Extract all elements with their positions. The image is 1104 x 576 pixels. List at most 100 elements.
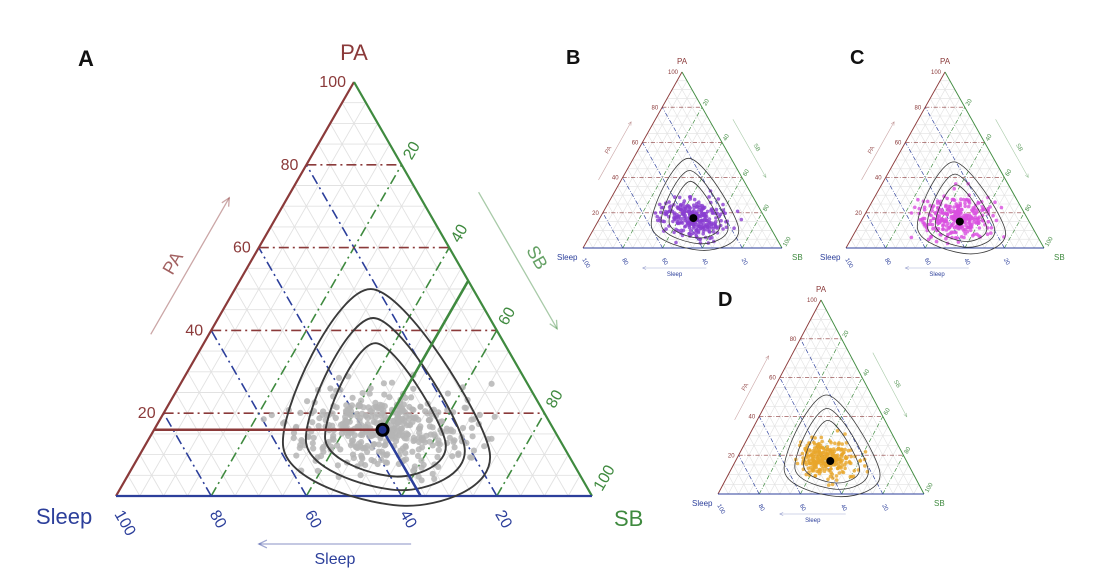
data-point xyxy=(929,235,933,239)
sb-gridline xyxy=(210,164,403,497)
pa-arrow-head xyxy=(890,121,895,126)
data-point xyxy=(260,416,267,423)
sleep-tick-label: 40 xyxy=(962,258,971,267)
grid-line xyxy=(919,115,995,249)
data-point xyxy=(827,468,831,473)
grid-line xyxy=(728,309,827,495)
data-point xyxy=(362,462,369,469)
data-point xyxy=(309,419,316,426)
grid-line xyxy=(743,445,770,495)
data-point xyxy=(834,474,839,478)
data-point xyxy=(672,215,676,220)
sleep-projection xyxy=(381,429,422,497)
data-point xyxy=(369,409,376,416)
contour-middle xyxy=(794,408,869,490)
data-point xyxy=(843,466,847,471)
grid-line xyxy=(592,230,604,249)
pa-tick-label: 80 xyxy=(652,105,659,111)
data-point xyxy=(934,239,939,244)
data-point xyxy=(417,423,424,430)
data-point xyxy=(705,224,710,229)
data-point xyxy=(943,211,948,216)
data-point xyxy=(835,429,840,433)
sb-tick-label: 20 xyxy=(400,139,424,163)
panel-b: B 20 20 20 40 40 40 60 60 60 80 80 80 100 100 100 PA SB Sl… xyxy=(557,47,803,278)
grid-line xyxy=(994,203,1020,249)
data-point xyxy=(909,235,914,240)
data-point xyxy=(375,448,382,455)
data-point xyxy=(946,221,950,226)
sleep-arrow-head xyxy=(904,266,909,270)
pa-axis xyxy=(115,81,355,497)
data-point xyxy=(807,470,811,474)
data-point xyxy=(959,197,963,201)
grid-line xyxy=(592,80,688,249)
sb-axis xyxy=(681,71,783,249)
data-point xyxy=(687,209,691,214)
sb-arrow xyxy=(872,352,908,417)
sb-tick-label: 80 xyxy=(762,203,771,212)
data-point xyxy=(688,228,693,233)
data-point xyxy=(839,453,844,457)
grid-line xyxy=(913,484,920,495)
sleep-tick-label: 80 xyxy=(757,504,766,513)
data-point xyxy=(707,217,712,221)
grid-line xyxy=(151,433,188,497)
data-point xyxy=(670,209,675,214)
data-point xyxy=(969,225,974,229)
data-point xyxy=(468,424,475,431)
data-point xyxy=(470,447,477,454)
data-point xyxy=(293,423,300,430)
grid-line xyxy=(748,328,837,495)
pa-arrow-label: PA xyxy=(158,248,187,278)
data-point xyxy=(315,422,322,430)
data-point xyxy=(310,445,317,452)
data-point xyxy=(973,215,978,220)
sb-vertex-label: SB xyxy=(792,253,803,262)
data-point xyxy=(913,205,917,210)
grid-line xyxy=(855,80,951,249)
data-point xyxy=(820,439,824,444)
data-point xyxy=(370,418,377,425)
data-point xyxy=(691,226,696,230)
data-point xyxy=(403,413,410,420)
data-point xyxy=(461,404,468,411)
pa-tick-label: 100 xyxy=(807,298,818,304)
sb-arrow-label: SB xyxy=(752,143,761,153)
grid-line xyxy=(815,309,914,495)
data-point xyxy=(700,218,704,223)
data-point xyxy=(718,223,723,228)
pa-tick-label: 100 xyxy=(668,70,679,76)
data-point xyxy=(965,197,969,202)
data-point xyxy=(672,212,677,217)
data-point xyxy=(701,229,706,233)
pa-arrow-label: PA xyxy=(867,146,876,156)
data-point xyxy=(659,210,663,215)
data-point xyxy=(991,213,995,218)
data-point xyxy=(804,472,809,477)
pa-arrow-head xyxy=(765,355,769,360)
sb-gridline xyxy=(964,177,1005,249)
pa-tick-label: 60 xyxy=(895,141,902,147)
grid-line xyxy=(751,221,768,249)
data-point xyxy=(828,447,833,452)
contour-outer xyxy=(783,394,881,498)
grid-line xyxy=(733,464,750,495)
data-point xyxy=(718,212,723,217)
contour-middle xyxy=(926,173,996,248)
sleep-tick-label: 60 xyxy=(923,258,932,267)
data-point xyxy=(940,210,945,215)
data-point xyxy=(804,462,809,467)
pa-tick-label: 40 xyxy=(875,176,882,182)
data-point xyxy=(835,466,840,471)
data-point xyxy=(931,204,936,208)
data-point xyxy=(346,430,353,437)
pa-tick-label: 20 xyxy=(592,211,599,217)
sb-arrow-label: SB xyxy=(892,379,901,389)
data-point xyxy=(365,404,372,411)
data-point xyxy=(994,218,999,223)
sb-axis xyxy=(353,81,593,497)
contours xyxy=(282,288,491,507)
data-point xyxy=(808,461,813,466)
data-point xyxy=(372,414,379,421)
